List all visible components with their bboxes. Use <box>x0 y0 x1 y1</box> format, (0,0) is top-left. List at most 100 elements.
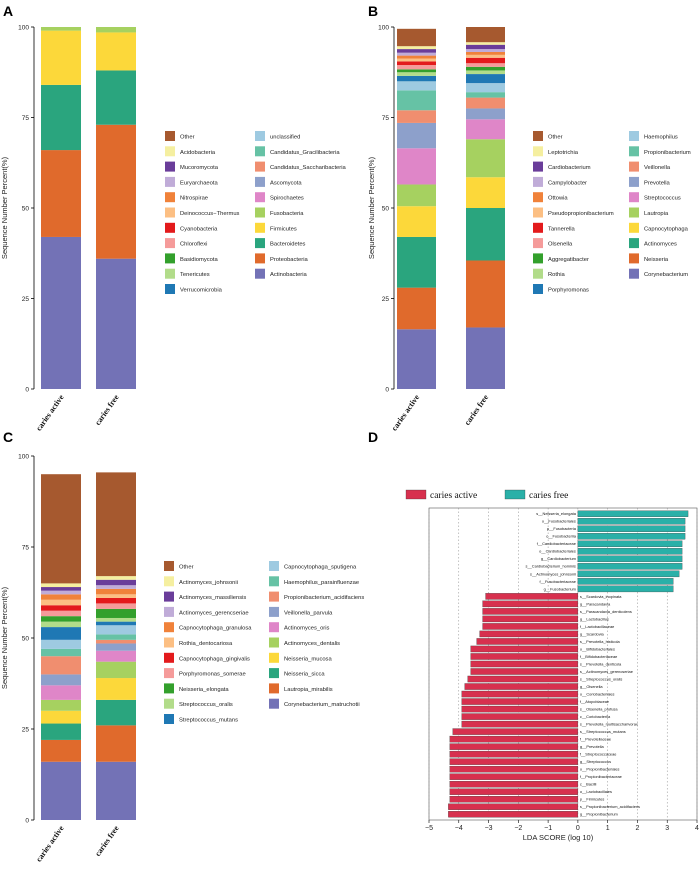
lda-bar-f-streptococcaceae <box>449 750 579 758</box>
legend-label: Prevotella <box>644 180 671 186</box>
legend-label: Actinomyces_massiliensis <box>179 595 246 601</box>
bar-segment-actinomyces-johnsonii <box>41 583 81 588</box>
bar-segment-corynebacterium-matruchotii <box>96 761 136 820</box>
bar-segment-actinomyces-dentalis <box>96 661 136 679</box>
bar-segment-olsenella <box>397 65 436 70</box>
legend-swatch-veillonella-parvula <box>269 606 279 617</box>
x-tick-label: 1 <box>606 825 610 832</box>
lda-bar-f-fusobacteriaceae <box>577 578 674 585</box>
legend-swatch-actinomyces-massiliensis <box>164 591 174 602</box>
bar-segment-haemophilus-parainfluenzae <box>41 648 81 657</box>
legend-swatch-proteobacteria <box>255 253 265 264</box>
legend-swatch-other <box>533 131 543 141</box>
lda-bar-o-coriobacteriales <box>461 690 579 698</box>
lda-bar-s-prevotella-denticola <box>470 660 579 668</box>
lda-bar-g-lactobacillus <box>482 615 579 623</box>
lda-feature-label: s__Olsenella_profusa <box>580 706 618 711</box>
bar-segment-corynebacterium <box>397 329 436 389</box>
legend-label: Deinococcus−Thermus <box>180 211 240 217</box>
bar-segment-leptotrichia <box>466 42 505 45</box>
bar-segment-porphyromonas-somerae <box>96 603 136 609</box>
bar-segment-streptococcus <box>397 148 436 185</box>
x-tick-label: −1 <box>544 825 552 832</box>
lda-feature-label: p__Firmicutes <box>580 797 604 802</box>
bar-segment-capnocytophaga-gingivalis <box>41 605 81 611</box>
lda-feature-label: f__Bifidobacteriaceae <box>580 654 617 659</box>
legend-swatch-prevotella <box>629 176 639 187</box>
y-tick-label: 50 <box>22 635 30 642</box>
legend-label: Leptotrichia <box>548 150 579 156</box>
y-tick-label: 0 <box>385 386 389 393</box>
lda-bar-g-propionibacterium <box>448 811 579 818</box>
legend-label: Actinobacteria <box>270 272 308 278</box>
lda-feature-label: s__Propionibacterium_acidifaciens <box>580 804 640 809</box>
bar-segment-actinomyces-gerencseriae <box>96 585 136 589</box>
bar-segment-fusobacteria <box>96 27 136 33</box>
x-category-label: caries active <box>390 393 422 433</box>
legend-swatch-corynebacterium <box>629 268 639 279</box>
legend-label: Actinomyces_oris <box>284 626 330 632</box>
bar-segment-other <box>466 27 505 43</box>
legend-label: Actinomyces_johnsonii <box>179 580 238 586</box>
y-tick-label: 25 <box>22 726 30 733</box>
lda-feature-label: c__Coriobacteriia <box>580 714 611 719</box>
legend-swatch-other <box>164 561 174 571</box>
legend-label: Pseudopropionibacterium <box>548 211 614 217</box>
bar-segment-veillonella-parvula <box>41 674 81 686</box>
y-tick-label: 50 <box>382 205 390 212</box>
lda-feature-label: f__Lactobacillaceae <box>580 624 614 629</box>
legend-label: Porphyromonas <box>548 288 589 294</box>
bar-segment-tannerella <box>466 57 505 64</box>
bar-segment-corynebacterium <box>466 327 505 389</box>
legend-label: Actinomyces_gerencseriae <box>179 610 249 616</box>
legend-label: Corynebacterium <box>644 272 688 278</box>
legend-swatch-basidiomycota <box>165 253 175 264</box>
bar-segment-actinomyces <box>466 208 505 261</box>
legend-label: unclassified <box>270 135 300 141</box>
y-tick-label: 0 <box>25 817 29 824</box>
lda-feature-label: s__Streptococcus_oralis <box>580 676 622 681</box>
lda-bar-o-fusobacteriales <box>577 518 686 525</box>
panel-label: A <box>3 3 13 19</box>
lda-bar-c-coriobacteriia <box>461 713 579 720</box>
legend-swatch-tenericutes <box>165 268 175 279</box>
lda-feature-label: s__Prevotella_histicola <box>580 639 621 644</box>
lda-bar-s-neisseria-elongata <box>577 510 689 517</box>
bar-segment-rothia <box>466 70 505 75</box>
lda-bar-s-streptococcus-mutans <box>452 728 579 735</box>
legend-swatch-candidatus-gracilibacteria <box>255 146 265 157</box>
lda-bar-f-bifidobacteriaceae <box>470 653 579 660</box>
lda-bar-g-streptococcus <box>449 758 579 765</box>
legend-label: Acidobacteria <box>180 150 216 156</box>
legend-swatch-capnocytophaga <box>629 222 639 233</box>
legend-label: Capnocytophaga_gingivalis <box>179 656 250 662</box>
legend-label: Lautropia_mirabilis <box>284 687 333 693</box>
legend-label: Aggregatibacter <box>548 257 589 263</box>
legend-label: Neisseria <box>644 257 669 263</box>
lda-bar-s-cardiobacterium-hominis <box>577 563 683 570</box>
bar-segment-neisseria-sicca <box>96 699 136 726</box>
legend-swatch-spirochaetes <box>255 192 265 203</box>
legend-swatch-fusobacteria <box>255 207 265 218</box>
panel-c: C 0 25 50 75 100 Sequence Number Percent(%) car… <box>0 429 364 864</box>
y-tick-label: 75 <box>22 115 30 122</box>
lda-feature-label: s__Cardiobacterium_hominis <box>525 564 575 569</box>
legend-label: Firmicutes <box>270 226 297 232</box>
bar-segment-olsenella <box>466 63 505 67</box>
bar-segment-actinomyces-gerencseriae <box>41 590 81 595</box>
panel-label: B <box>368 3 378 19</box>
panel-label: C <box>3 429 13 445</box>
legend-label: Porphyromonas_somerae <box>179 672 246 678</box>
lda-feature-label: s__Prevotella_denticola <box>580 661 622 666</box>
legend-swatch-neisseria-elongata <box>164 683 174 694</box>
y-tick-label: 25 <box>22 296 30 303</box>
bar-segment-leptotrichia <box>397 46 436 50</box>
plot-frame <box>428 507 698 821</box>
lda-feature-label: s__Neisseria_elongata <box>536 511 576 516</box>
legend-label: Actinomyces_dentalis <box>284 641 340 647</box>
panel-a: A 0 25 50 75 100 Sequence Number Percent(%) car… <box>0 3 347 433</box>
lda-feature-label: f__Propionibacteriaceae <box>580 774 622 779</box>
legend-swatch-corynebacterium-matruchotii <box>269 698 279 709</box>
x-tick-label: −5 <box>425 825 433 832</box>
legend-label: Cardiobacterium <box>548 165 591 171</box>
